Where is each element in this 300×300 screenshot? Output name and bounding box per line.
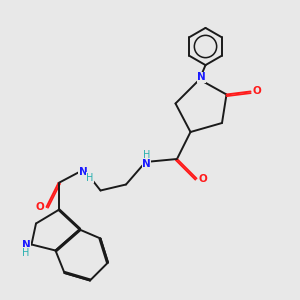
Text: N: N xyxy=(79,167,88,177)
Text: O: O xyxy=(199,173,208,184)
Text: O: O xyxy=(35,202,44,212)
Text: O: O xyxy=(253,86,262,97)
Text: H: H xyxy=(86,173,94,183)
Text: N: N xyxy=(142,159,151,170)
Text: H: H xyxy=(143,150,150,161)
Text: H: H xyxy=(22,248,30,258)
Text: N: N xyxy=(22,239,31,250)
Text: N: N xyxy=(197,72,206,82)
